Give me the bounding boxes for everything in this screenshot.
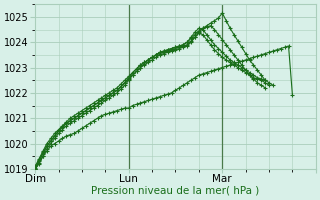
X-axis label: Pression niveau de la mer( hPa ): Pression niveau de la mer( hPa ) — [92, 186, 260, 196]
